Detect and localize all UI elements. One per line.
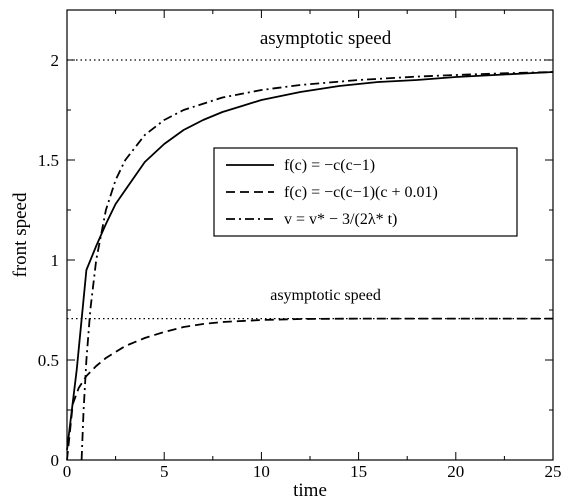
y-tick-label: 2 [51, 51, 60, 70]
annotation-text: asymptotic speed [270, 287, 381, 304]
y-axis-label: front speed [10, 192, 31, 277]
y-tick-label: 0 [51, 451, 60, 470]
x-tick-label: 25 [545, 462, 562, 481]
series-line-1 [66, 71, 554, 451]
series-line-2 [66, 317, 553, 461]
series-line-3 [80, 71, 554, 461]
legend-label: v = v* − 3/(2λ* t) [284, 211, 397, 228]
x-tick-label: 0 [63, 462, 72, 481]
legend-box [213, 147, 518, 237]
x-tick-label: 5 [160, 462, 169, 481]
y-tick-label: 1.5 [38, 151, 59, 170]
x-tick-label: 15 [350, 462, 367, 481]
x-tick-label: 20 [447, 462, 464, 481]
x-tick-label: 10 [253, 462, 270, 481]
x-axis-label: time [293, 480, 327, 500]
annotation-text: asymptotic speed [260, 28, 392, 49]
y-tick-label: 0.5 [38, 351, 59, 370]
legend-label: f(c) = −c(c−1)(c + 0.01) [284, 184, 438, 201]
legend: f(c) = −c(c−1) f(c) = −c(c−1)(c + 0.01) v … [213, 147, 518, 237]
y-tick-label: 1 [51, 251, 60, 270]
legend-label: f(c) = −c(c−1) [284, 157, 375, 174]
